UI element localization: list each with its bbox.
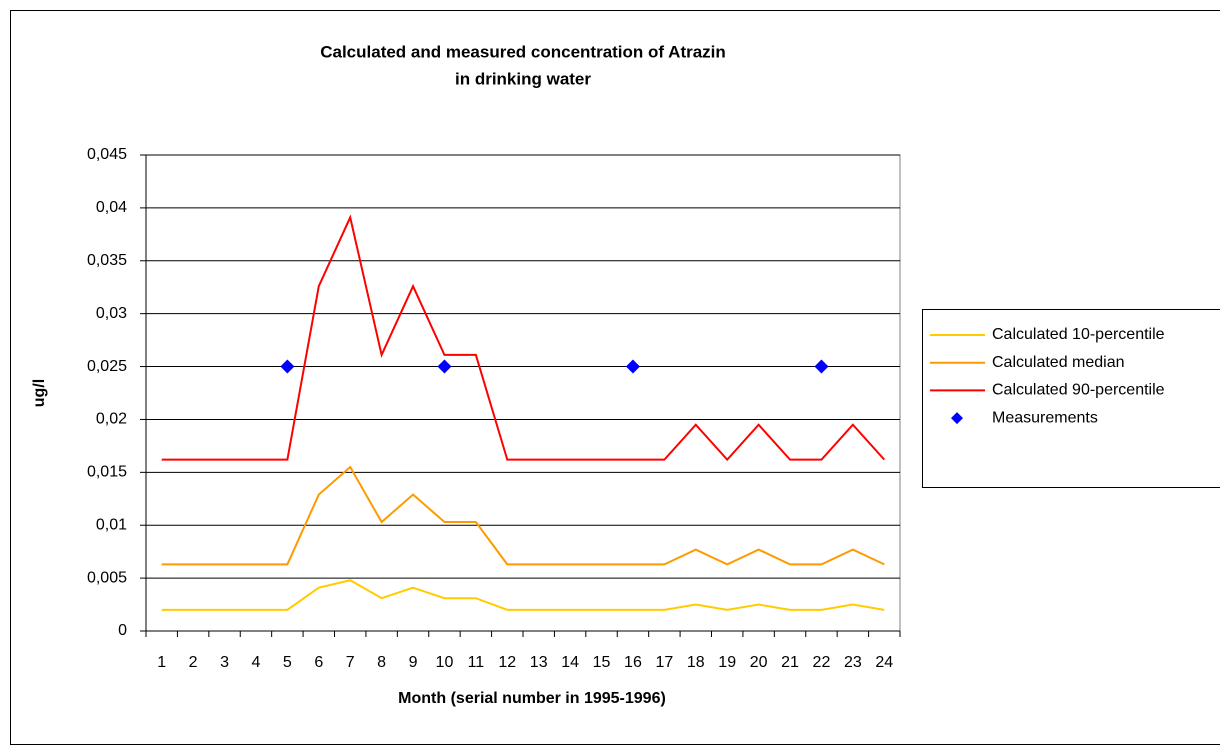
x-tick-label: 1 bbox=[157, 654, 166, 671]
data-line bbox=[161, 579, 885, 611]
x-tick-label: 21 bbox=[781, 654, 799, 671]
x-axis-title: Month (serial number in 1995-1996) bbox=[398, 690, 666, 707]
x-tick-label: 13 bbox=[530, 654, 548, 671]
x-tick-label: 16 bbox=[624, 654, 642, 671]
y-tick-label: 0,015 bbox=[87, 464, 127, 481]
x-tick-label: 9 bbox=[409, 654, 418, 671]
legend-label: Calculated median bbox=[992, 354, 1125, 371]
x-tick-label: 18 bbox=[687, 654, 705, 671]
marker bbox=[625, 359, 640, 374]
y-tick-label: 0,03 bbox=[96, 305, 127, 322]
x-tick-label: 19 bbox=[718, 654, 736, 671]
y-tick-label: 0,045 bbox=[87, 146, 127, 163]
marker bbox=[437, 359, 452, 374]
x-tick-label: 2 bbox=[189, 654, 198, 671]
legend-label: Measurements bbox=[992, 409, 1098, 426]
x-tick-label: 22 bbox=[813, 654, 831, 671]
y-tick-label: 0,005 bbox=[87, 569, 127, 586]
chart-title: Calculated and measured concentration of… bbox=[320, 42, 726, 61]
x-tick-label: 3 bbox=[220, 654, 229, 671]
x-tick-label: 17 bbox=[655, 654, 673, 671]
x-tick-label: 8 bbox=[377, 654, 386, 671]
y-tick-label: 0,035 bbox=[87, 252, 127, 269]
marker bbox=[280, 359, 295, 374]
legend-label: Calculated 90-percentile bbox=[992, 382, 1165, 399]
x-tick-label: 7 bbox=[346, 654, 355, 671]
x-tick-label: 24 bbox=[875, 654, 893, 671]
x-tick-label: 10 bbox=[436, 654, 454, 671]
y-tick-label: 0,04 bbox=[96, 199, 127, 216]
marker bbox=[814, 359, 829, 374]
x-tick-label: 11 bbox=[468, 654, 485, 671]
legend-label: Calculated 10-percentile bbox=[992, 326, 1165, 343]
x-tick-label: 20 bbox=[750, 654, 768, 671]
data-line bbox=[161, 465, 885, 566]
x-tick-label: 14 bbox=[561, 654, 579, 671]
x-tick-label: 5 bbox=[283, 654, 292, 671]
data-line bbox=[161, 214, 886, 462]
x-tick-label: 12 bbox=[498, 654, 516, 671]
y-tick-label: 0,01 bbox=[96, 516, 127, 533]
x-tick-label: 4 bbox=[252, 654, 261, 671]
x-tick-label: 6 bbox=[314, 654, 323, 671]
y-tick-label: 0,02 bbox=[96, 411, 127, 428]
x-tick-label: 23 bbox=[844, 654, 862, 671]
legend-marker bbox=[951, 412, 963, 425]
y-axis-title: ug/l bbox=[31, 379, 48, 407]
y-tick-label: 0,025 bbox=[87, 358, 127, 375]
legend bbox=[922, 309, 1220, 488]
plot-area bbox=[145, 154, 901, 632]
chart-title: in drinking water bbox=[455, 69, 591, 88]
x-tick-label: 15 bbox=[593, 654, 611, 671]
y-tick-label: 0 bbox=[118, 622, 127, 639]
